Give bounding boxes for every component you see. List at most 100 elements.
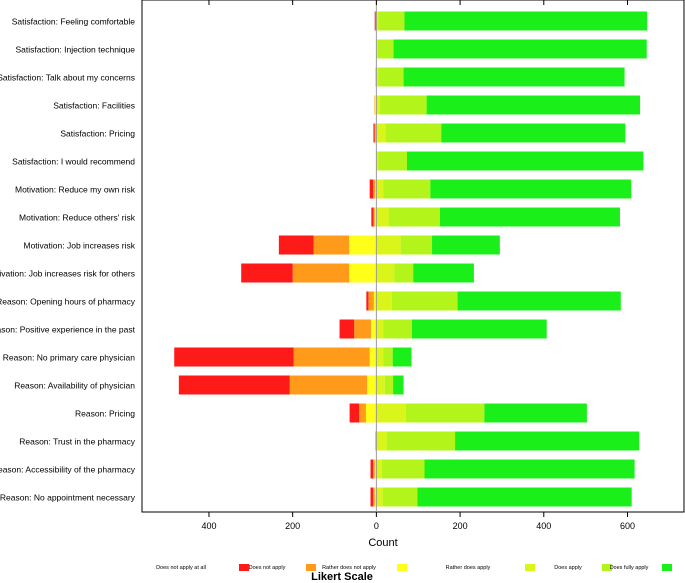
bar-segment <box>457 291 621 311</box>
bar-row <box>375 431 640 451</box>
bar-segment <box>441 123 626 143</box>
bar-segment <box>349 263 377 283</box>
bar-segment <box>371 207 374 227</box>
legend-item: Rather does apply <box>446 564 535 571</box>
bar-segment <box>386 431 456 451</box>
bar-segment <box>369 179 374 199</box>
legend-item: Rather does not apply <box>322 564 407 571</box>
bar-segment <box>174 347 294 367</box>
category-label: Satisfaction: Pricing <box>60 129 135 139</box>
bar-segment <box>378 67 404 87</box>
bar-segment <box>373 487 375 507</box>
bar-segment <box>383 179 431 199</box>
bar-segment <box>393 375 404 395</box>
category-label: Satisfaction: Facilities <box>53 101 135 111</box>
category-label: Motivation: Job increases risk for other… <box>0 269 135 279</box>
category-label: Motivation: Job increases risk <box>24 241 136 251</box>
category-label: Motivation: Reduce my own risk <box>15 185 136 195</box>
bar-segment <box>241 263 293 283</box>
x-tick-label: 400 <box>536 521 551 531</box>
bars-layer <box>174 11 648 507</box>
bar-segment <box>394 263 414 283</box>
bar-row <box>369 179 632 199</box>
bar-segment <box>376 207 389 227</box>
bar-segment <box>376 11 379 31</box>
bar-segment <box>376 67 379 87</box>
bar-segment <box>393 39 647 59</box>
bar-segment <box>376 319 384 339</box>
bar-row <box>278 235 500 255</box>
category-label: Reason: Pricing <box>75 409 135 419</box>
x-tick-label: 400 <box>201 521 216 531</box>
bar-segment <box>369 347 377 367</box>
category-label: Reason: Availability of physician <box>14 381 135 391</box>
bar-segment <box>430 179 632 199</box>
bar-segment <box>365 403 377 423</box>
legend-label: Does not apply at all <box>156 565 206 571</box>
bar-row <box>178 375 404 395</box>
category-label: Satisfaction: Feeling comfortable <box>12 17 136 27</box>
bar-segment <box>417 487 632 507</box>
bar-segment <box>376 375 385 395</box>
bar-row <box>339 319 547 339</box>
legend-item: Does fully apply <box>610 564 672 571</box>
bar-segment <box>379 95 427 115</box>
bar-row <box>373 123 626 143</box>
category-label: Reason: Opening hours of pharmacy <box>0 297 136 307</box>
x-axis-label: Count <box>368 537 397 549</box>
category-label: Satisfaction: Injection technique <box>15 45 135 55</box>
legend-item: Does not apply <box>249 564 316 571</box>
legend-title: Likert Scale <box>311 571 373 583</box>
bar-segment <box>388 207 440 227</box>
bar-row <box>374 11 648 31</box>
bar-segment <box>373 459 375 479</box>
bar-segment <box>378 11 405 31</box>
bar-row <box>366 291 621 311</box>
bar-segment <box>432 235 500 255</box>
bar-segment <box>405 403 485 423</box>
legend: Does not apply at all Does not apply Rathe… <box>156 564 672 571</box>
bar-segment <box>392 347 412 367</box>
bar-segment <box>384 375 394 395</box>
legend-item: Does not apply at all <box>156 564 249 571</box>
bar-segment <box>354 319 371 339</box>
legend-swatch <box>662 564 672 571</box>
bar-segment <box>426 95 641 115</box>
bar-segment <box>278 235 314 255</box>
bar-segment <box>383 347 393 367</box>
bar-segment <box>367 375 377 395</box>
legend-label: Rather does apply <box>446 565 491 571</box>
bar-segment <box>376 431 387 451</box>
bar-segment <box>383 319 412 339</box>
bar-segment <box>376 291 392 311</box>
x-tick-label: 200 <box>285 521 300 531</box>
plot-frame <box>141 0 685 513</box>
bar-segment <box>373 123 375 143</box>
bar-segment <box>424 459 635 479</box>
bar-segment <box>376 123 386 143</box>
bar-row <box>370 487 632 507</box>
bar-segment <box>376 39 378 59</box>
x-tick-label: 600 <box>620 521 635 531</box>
category-label: Reason: Positive experience in the past <box>0 325 136 335</box>
bar-segment <box>376 403 406 423</box>
bar-segment <box>376 95 380 115</box>
bar-segment <box>376 263 395 283</box>
bar-segment <box>313 235 350 255</box>
bar-segment <box>374 487 377 507</box>
bar-segment <box>376 347 384 367</box>
bar-row <box>375 39 647 59</box>
bar-row <box>241 263 474 283</box>
bar-segment <box>374 123 376 143</box>
bar-segment <box>374 11 376 31</box>
legend-swatch <box>239 564 249 571</box>
bar-segment <box>411 319 547 339</box>
category-label: Reason: Accessibility of the pharmacy <box>0 465 136 475</box>
bar-segment <box>373 291 377 311</box>
category-label: Satisfaction: Talk about my concerns <box>0 73 135 83</box>
legend-label: Does not apply <box>249 565 286 571</box>
bar-row <box>375 67 625 87</box>
bar-segment <box>368 291 374 311</box>
bar-segment <box>455 431 640 451</box>
